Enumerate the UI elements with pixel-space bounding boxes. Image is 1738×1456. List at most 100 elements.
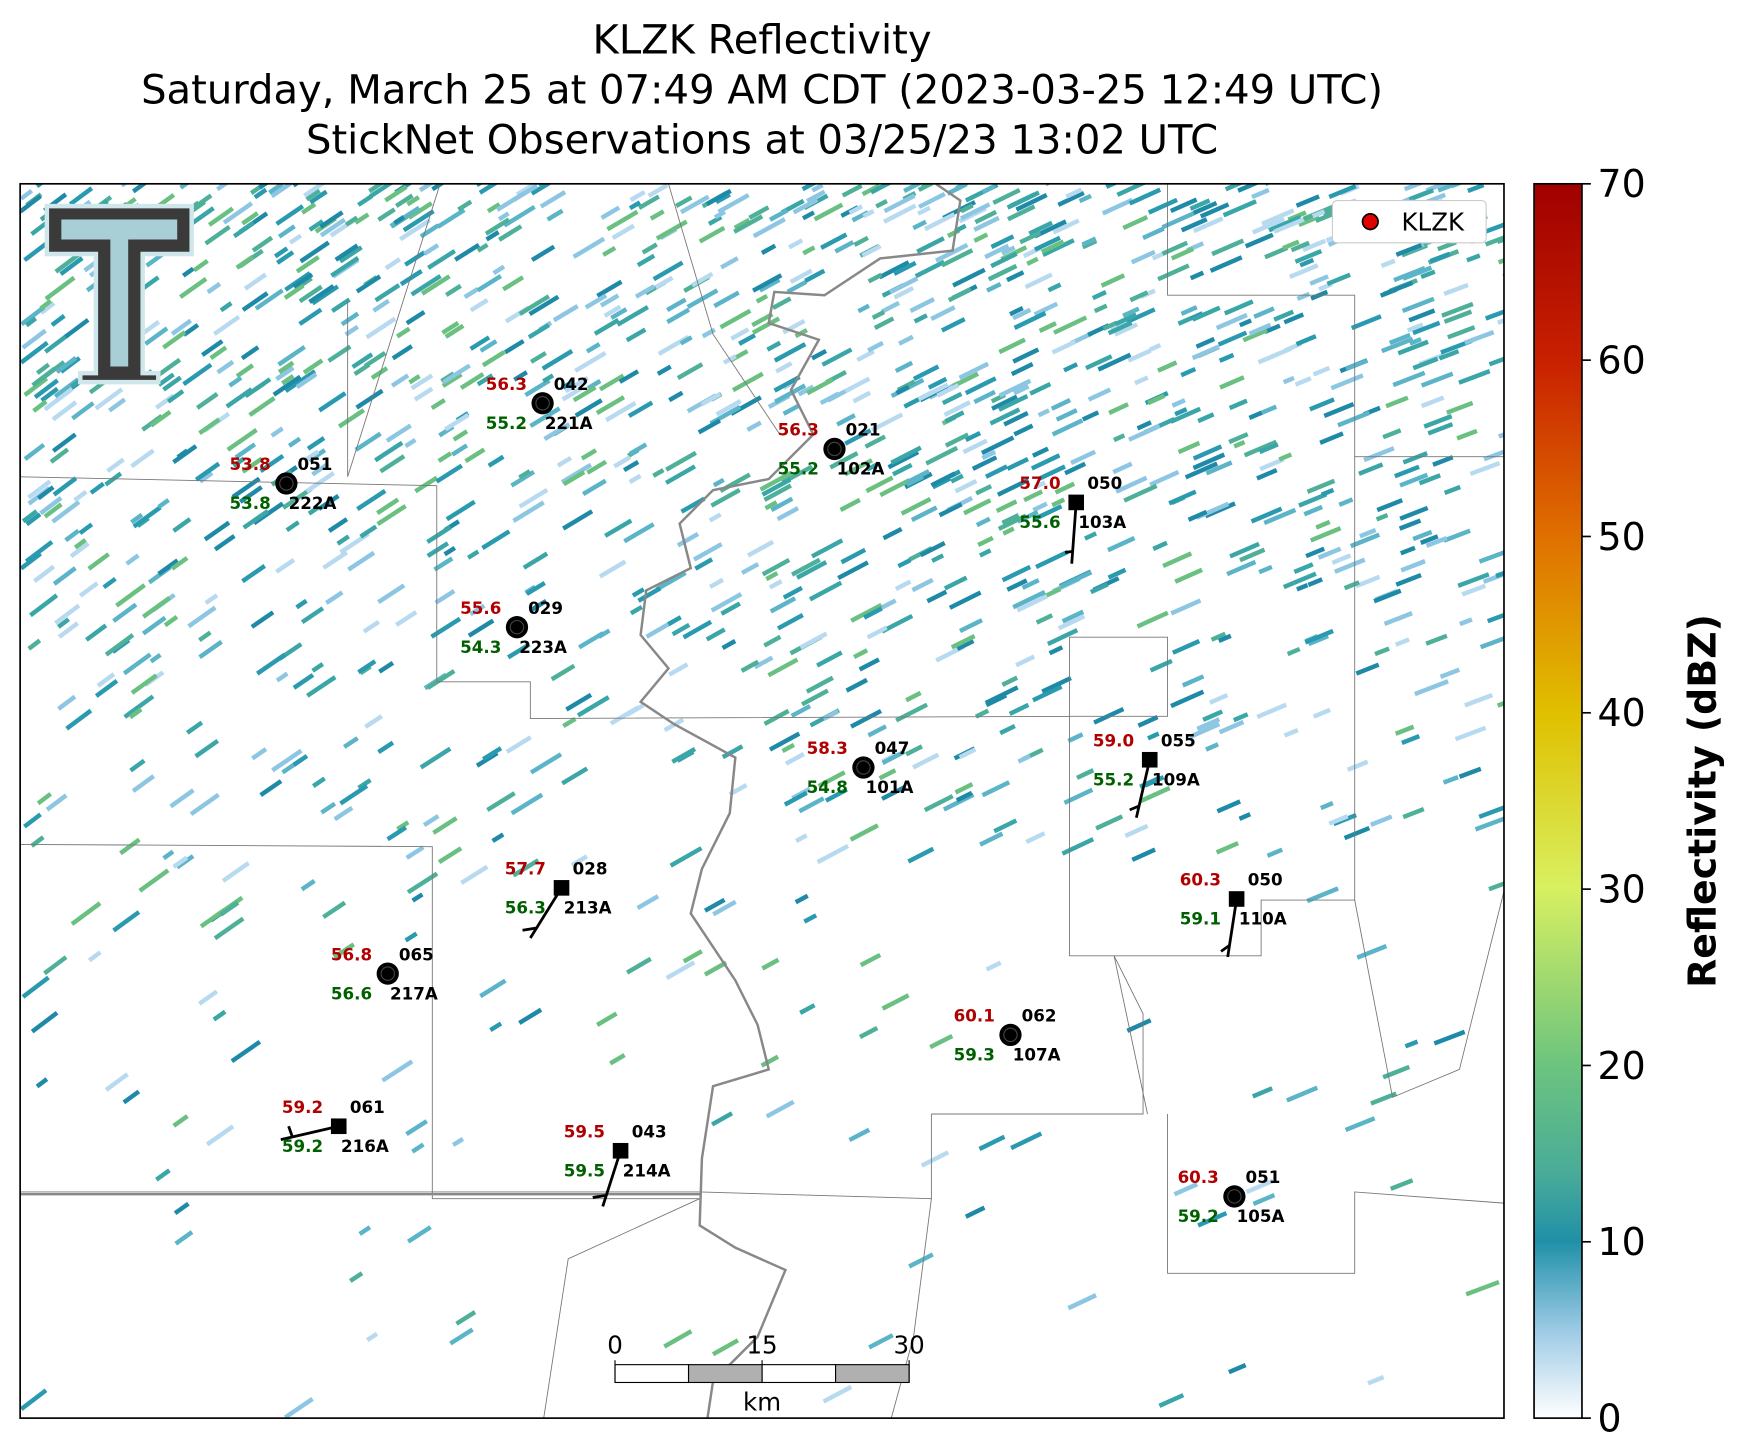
radar-gate xyxy=(561,379,575,390)
radar-gate xyxy=(43,333,70,354)
wind-barb-flag xyxy=(522,926,537,932)
radar-gate xyxy=(1057,190,1085,207)
colorbar-ticks: 0 10 20 30 40 50 60 70 xyxy=(1581,162,1646,1440)
radar-gate xyxy=(1149,469,1180,487)
radar-gate xyxy=(1012,307,1032,321)
radar-gate xyxy=(104,1072,129,1092)
radar-gate xyxy=(518,469,531,480)
radar-gate xyxy=(486,202,501,214)
radar-gate xyxy=(481,350,506,368)
radar-gate xyxy=(783,790,808,807)
radar-gate xyxy=(556,455,573,468)
radar-gate xyxy=(1467,183,1485,193)
radar-gate xyxy=(1385,395,1409,409)
radar-gate xyxy=(1057,614,1086,631)
radar-gate xyxy=(1232,712,1249,723)
radar-gate xyxy=(959,202,991,221)
radar-gate xyxy=(1496,237,1504,245)
radar-gate xyxy=(1114,312,1138,327)
radar-gate xyxy=(226,428,258,452)
radar-gate xyxy=(370,366,389,380)
radar-gate xyxy=(1192,216,1224,234)
temperature: 56.3 xyxy=(486,374,527,394)
radar-gate xyxy=(365,316,397,340)
radar-gate xyxy=(1026,256,1039,266)
radar-gate xyxy=(938,502,963,518)
radar-gate xyxy=(1498,432,1504,439)
radar-gate xyxy=(484,217,511,236)
radar-gate xyxy=(1197,412,1215,424)
radar-gate xyxy=(1259,457,1285,472)
radar-gate xyxy=(386,825,408,842)
radar-gate xyxy=(863,606,883,620)
radar-gate xyxy=(518,487,549,509)
radar-gate xyxy=(1136,610,1169,629)
radar-gate xyxy=(434,589,456,605)
temperature: 53.8 xyxy=(230,454,271,474)
radar-gate xyxy=(801,688,829,707)
dewpoint: 53.8 xyxy=(230,493,271,513)
radar-gate xyxy=(781,742,796,754)
temperature: 60.1 xyxy=(954,1006,995,1026)
radar-gate xyxy=(444,412,470,432)
dewpoint: 55.2 xyxy=(486,413,527,433)
radar-gate xyxy=(881,993,910,1011)
radar-gate xyxy=(241,456,264,474)
radar-gate xyxy=(782,585,803,600)
radar-gate xyxy=(975,484,993,496)
radar-gate xyxy=(432,816,458,835)
radar-gate xyxy=(241,291,269,312)
radar-gate xyxy=(35,362,51,375)
radar-gate xyxy=(300,606,325,625)
radar-gate xyxy=(1157,360,1178,373)
radar-gate xyxy=(476,274,503,293)
radar-gate xyxy=(405,1119,428,1137)
radar-gate xyxy=(176,448,189,459)
radar-gate xyxy=(1306,886,1339,904)
radar-gate xyxy=(596,279,623,298)
radar-gate xyxy=(24,540,54,564)
radar-gate xyxy=(920,1150,950,1168)
radar-gate xyxy=(1443,484,1462,495)
radar-gate xyxy=(399,269,423,287)
radar-gate xyxy=(923,212,956,232)
radar-gate xyxy=(801,210,816,221)
radar-gate xyxy=(1409,337,1422,346)
radar-gate xyxy=(27,479,52,500)
radar-gate xyxy=(476,242,489,253)
radar-gate xyxy=(1293,562,1314,574)
radar-gate xyxy=(655,219,688,241)
radar-gate xyxy=(663,1329,693,1349)
radar-gate xyxy=(870,183,893,195)
radar-gate xyxy=(182,323,200,337)
radar-gate xyxy=(413,386,434,402)
wind-barb xyxy=(601,1150,622,1207)
radar-gate xyxy=(64,528,80,543)
scale-unit: km xyxy=(743,1387,781,1416)
radar-gate xyxy=(527,323,551,340)
radar-gate xyxy=(709,577,725,589)
radar-gate xyxy=(1089,582,1109,595)
radar-gate xyxy=(676,362,704,380)
radar-gate xyxy=(1162,551,1193,569)
radar-gate xyxy=(254,288,284,311)
radar-gate xyxy=(759,470,793,492)
radar-gate xyxy=(1050,398,1072,411)
radar-gate xyxy=(512,858,540,878)
radar-gate xyxy=(998,378,1032,398)
radar-gate xyxy=(895,702,929,723)
radar-gate xyxy=(895,384,910,396)
radar-gate xyxy=(1006,456,1029,471)
radar-gate xyxy=(1355,574,1381,589)
temperature: 59.2 xyxy=(282,1097,323,1117)
radar-gate xyxy=(283,1397,314,1419)
radar-gate xyxy=(893,260,917,276)
station-marker-ring xyxy=(380,966,395,981)
radar-gate xyxy=(1343,826,1371,841)
station-marker xyxy=(376,962,399,985)
radar-gate xyxy=(1095,814,1124,831)
radar-gate xyxy=(1238,812,1252,821)
radar-gate xyxy=(667,615,682,627)
station-marker xyxy=(1141,751,1158,768)
radar-gate xyxy=(565,692,593,712)
